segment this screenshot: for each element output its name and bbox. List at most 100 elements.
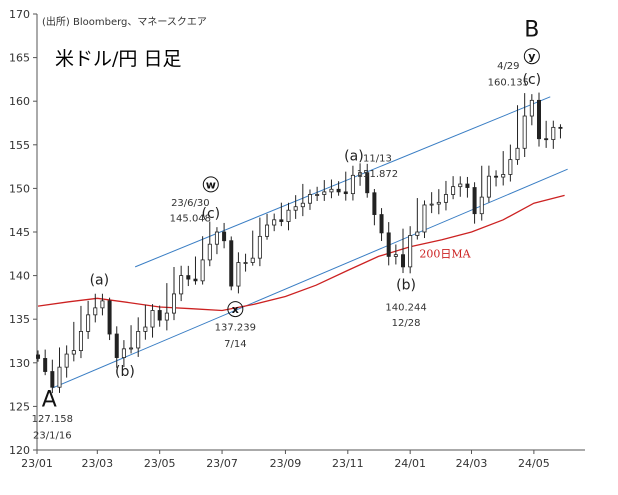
y-tick-label: 165 bbox=[9, 52, 30, 65]
point-annotation: 160.135 bbox=[488, 78, 529, 89]
candle-body bbox=[401, 254, 406, 268]
candle-body bbox=[515, 147, 520, 161]
candle-body bbox=[472, 187, 477, 215]
y-tick-label: 145 bbox=[9, 226, 30, 239]
candle-body bbox=[393, 254, 398, 257]
candle-body bbox=[265, 224, 270, 237]
y-tick-label: 150 bbox=[9, 182, 30, 195]
wave-label: (b) bbox=[396, 278, 416, 294]
ma-200-series bbox=[37, 194, 565, 312]
wave-label: (c) bbox=[201, 206, 220, 222]
candle-body bbox=[186, 275, 191, 280]
point-annotation: 137.239 bbox=[215, 323, 256, 334]
candle-body bbox=[200, 259, 205, 282]
candle-body bbox=[522, 115, 527, 149]
x-tick-label: 23/03 bbox=[81, 457, 113, 470]
candle-body bbox=[529, 99, 534, 117]
candle-body bbox=[229, 240, 234, 287]
y-tick-label: 155 bbox=[9, 139, 30, 152]
candle-body bbox=[171, 293, 176, 314]
candle-body bbox=[436, 201, 441, 205]
candle-body bbox=[558, 126, 563, 129]
candle-body bbox=[286, 209, 291, 222]
point-annotation: 12/28 bbox=[392, 318, 421, 329]
candle-body bbox=[64, 353, 69, 368]
candle-body bbox=[429, 203, 434, 206]
candle-body bbox=[379, 214, 384, 234]
candle-body bbox=[36, 354, 41, 359]
candle-body bbox=[501, 174, 506, 178]
candle-body bbox=[386, 232, 391, 257]
candle-body bbox=[486, 175, 491, 198]
candle-body bbox=[107, 300, 112, 335]
y-tick-label: 125 bbox=[9, 400, 30, 413]
point-annotation: 23/1/16 bbox=[33, 431, 72, 442]
candle-body bbox=[121, 348, 126, 358]
x-tick-label: 23/09 bbox=[270, 457, 302, 470]
point-annotation: 140.244 bbox=[385, 302, 426, 313]
wave-label: B bbox=[524, 18, 539, 43]
wave-circle-marker bbox=[202, 176, 219, 193]
candle-body bbox=[315, 194, 320, 196]
candle-body bbox=[508, 159, 513, 175]
ma-200-line bbox=[37, 194, 565, 312]
candle-body bbox=[293, 206, 298, 211]
point-annotation: 23/6/30 bbox=[171, 198, 210, 209]
candle-body bbox=[544, 138, 549, 141]
y-tick-label: 135 bbox=[9, 313, 30, 326]
candle-body bbox=[415, 231, 420, 236]
wave-circle-label: w bbox=[206, 178, 216, 191]
candle-body bbox=[451, 186, 456, 195]
wave-label: (a) bbox=[90, 272, 110, 288]
wave-label: A bbox=[42, 387, 57, 412]
y-tick-label: 130 bbox=[9, 357, 30, 370]
candle-body bbox=[279, 219, 284, 222]
candlestick-series bbox=[36, 92, 563, 394]
point-annotation: 151.872 bbox=[357, 169, 398, 180]
candle-body bbox=[100, 300, 105, 309]
candle-body bbox=[114, 333, 119, 358]
x-tick-label: 24/01 bbox=[394, 457, 426, 470]
candle-body bbox=[236, 262, 241, 287]
candle-body bbox=[536, 99, 541, 140]
candle-body bbox=[71, 350, 76, 355]
point-annotation: 11/13 bbox=[363, 153, 392, 164]
candle-body bbox=[458, 183, 463, 188]
candle-body bbox=[479, 196, 484, 215]
candle-body bbox=[93, 307, 98, 316]
candle-body bbox=[136, 331, 141, 349]
y-tick-label: 140 bbox=[9, 270, 30, 283]
candle-body bbox=[129, 347, 134, 350]
x-tick-label: 23/11 bbox=[332, 457, 364, 470]
candle-body bbox=[365, 172, 370, 194]
candle-body bbox=[358, 172, 363, 176]
x-tick-label: 24/05 bbox=[518, 457, 550, 470]
y-tick-label: 170 bbox=[9, 8, 30, 21]
wave-circle-marker bbox=[227, 301, 244, 318]
candle-body bbox=[150, 310, 155, 328]
trend-line bbox=[134, 96, 551, 268]
x-tick-label: 23/05 bbox=[144, 457, 176, 470]
candle-body bbox=[336, 188, 341, 193]
candle-body bbox=[372, 192, 377, 215]
candle-body bbox=[272, 219, 277, 226]
chart-title: 米ドル/円 日足 bbox=[55, 48, 181, 70]
candle-body bbox=[443, 194, 448, 203]
x-tick-label: 23/01 bbox=[21, 457, 53, 470]
point-annotation: 7/14 bbox=[224, 339, 246, 350]
candle-body bbox=[179, 275, 184, 295]
candle-body bbox=[43, 358, 48, 372]
candle-body bbox=[50, 371, 55, 388]
source-note: (出所) Bloomberg、マネースクエア bbox=[42, 15, 207, 28]
candle-body bbox=[422, 204, 427, 233]
y-tick-label: 120 bbox=[9, 444, 30, 457]
candle-body bbox=[207, 243, 212, 261]
wave-label: (c) bbox=[523, 72, 542, 88]
candle-body bbox=[243, 262, 248, 264]
wave-circle-label: y bbox=[528, 50, 535, 63]
candle-body bbox=[329, 188, 334, 193]
point-annotation: 127.158 bbox=[32, 414, 73, 425]
point-annotation: 4/29 bbox=[497, 61, 519, 72]
